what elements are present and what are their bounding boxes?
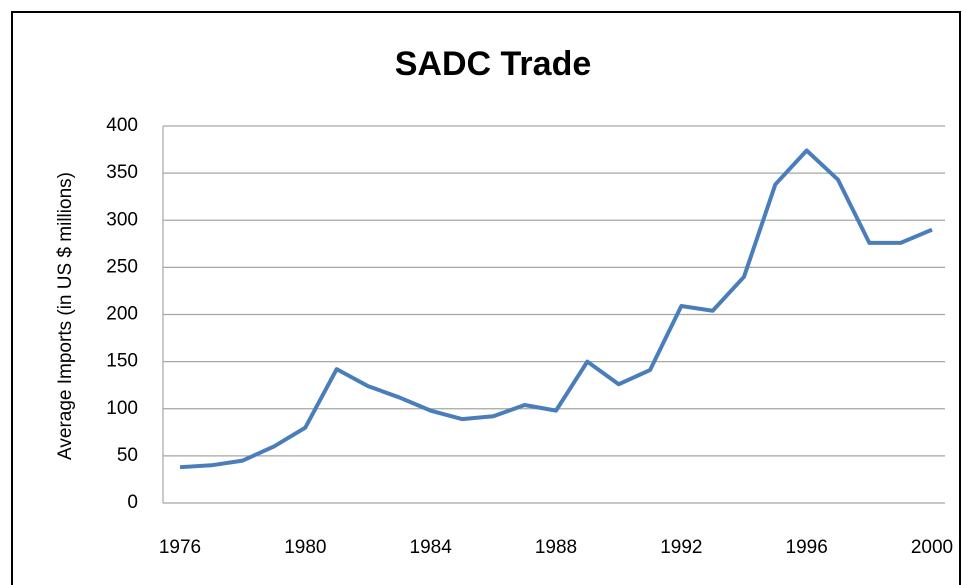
x-tick-label: 1992 [660,537,702,558]
x-tick-label: 1988 [535,537,577,558]
y-tick-label: 100 [106,398,138,419]
frame [11,11,961,585]
x-tick-label: 1984 [410,537,453,558]
x-tick-label: 1996 [786,537,828,558]
y-tick-label: 400 [106,115,138,136]
y-tick-label: 250 [106,256,138,277]
y-tick-label: 200 [106,304,138,325]
y-axis-label: Average Imports (in US $ millions) [55,172,76,460]
chart-title: SADC Trade [395,45,592,83]
x-tick-label: 1976 [159,537,201,558]
y-tick-label: 50 [117,445,138,466]
y-tick-label: 0 [127,492,138,513]
y-tick-label: 300 [106,209,138,230]
x-tick-label: 1980 [284,537,326,558]
y-tick-label: 150 [106,351,138,372]
x-tick-label: 2000 [911,537,953,558]
line-series [179,148,933,470]
y-tick-label: 350 [106,162,138,183]
